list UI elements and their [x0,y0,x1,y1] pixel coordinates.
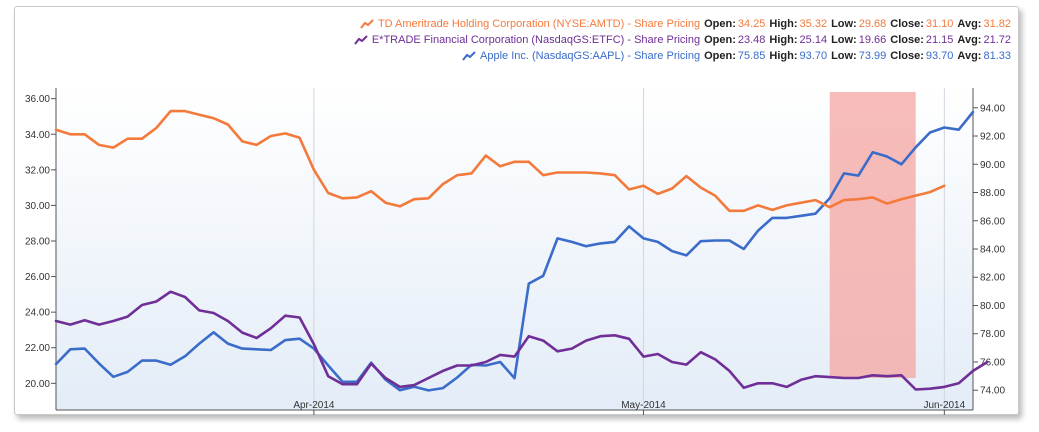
legend-series-name: TD Ameritrade Holding Corporation (NYSE:… [377,18,701,30]
y-left-tick-label: 36.00 [25,94,50,105]
series-line-3 [54,110,975,392]
y-right-tick-label: 88.00 [980,188,1005,199]
y-left-tick-label: 26.00 [25,272,50,283]
y-right-tick-label: 74.00 [980,386,1005,397]
legend-stat-value: 35.32 [799,18,828,30]
y-right-tick-label: 94.00 [980,103,1005,114]
legend-stat-label: High: [769,18,798,30]
legend-line-icon [360,19,374,29]
legend-stat-label: Open: [704,18,736,30]
legend-stat-label: Avg: [957,50,982,62]
y-left-tick-label: 24.00 [25,308,50,319]
y-left-tick-label: 20.00 [25,379,50,390]
highlight-region [829,92,916,378]
legend-stat-label: Low: [831,18,857,30]
legend-stat-value: 23.48 [737,34,766,46]
legend-stat-value: 81.33 [983,50,1011,62]
legend-stat-value: 25.14 [799,34,828,46]
legend-stat-value: 34.25 [737,18,766,30]
y-right-tick-label: 90.00 [980,160,1005,171]
y-right-tick-label: 86.00 [980,216,1005,227]
y-right-tick-label: 80.00 [980,301,1005,312]
legend-stat-label: High: [769,50,798,62]
legend-item[interactable]: TD Ameritrade Holding Corporation (NYSE:… [354,16,1011,32]
legend-stat-label: Low: [831,50,857,62]
legend-stat-value: 75.85 [737,50,766,62]
legend-stat-value: 29.68 [858,18,887,30]
legend-stat-label: Open: [704,50,736,62]
legend-stat-label: Avg: [957,34,982,46]
legend-stat-value: 21.72 [983,34,1011,46]
legend-stat-label: Open: [704,34,736,46]
legend-line-icon [354,35,368,45]
legend-stat-label: Avg: [957,18,982,30]
legend-line-icon [462,51,476,61]
legend-stat-value: 93.70 [799,50,828,62]
legend-stat-label: Close: [890,34,924,46]
series-line-1 [54,109,946,213]
y-right-tick-label: 92.00 [980,132,1005,143]
legend-stat-value: 93.70 [925,50,954,62]
legend-stat-value: 31.82 [983,18,1011,30]
y-left-tick-label: 30.00 [25,201,50,212]
legend-stat-value: 31.10 [925,18,954,30]
legend-series-name: Apple Inc. (NasdaqGS:AAPL) - Share Prici… [480,50,701,62]
y-left-tick-label: 32.00 [25,165,50,176]
y-right-tick-label: 82.00 [980,273,1005,284]
y-right-tick-label: 76.00 [980,357,1005,368]
legend-item[interactable]: E*TRADE Financial Corporation (NasdaqGS:… [354,32,1011,48]
legend-stat-value: 19.66 [858,34,887,46]
y-left-tick-label: 28.00 [25,236,50,247]
legend-series-name: E*TRADE Financial Corporation (NasdaqGS:… [371,34,701,46]
legend-item[interactable]: Apple Inc. (NasdaqGS:AAPL) - Share Prici… [354,48,1011,64]
legend-stat-value: 73.99 [858,50,887,62]
y-right-tick-label: 78.00 [980,329,1005,340]
legend-stat-label: Close: [890,50,924,62]
legend: TD Ameritrade Holding Corporation (NYSE:… [354,16,1011,64]
legend-stat-value: 21.15 [925,34,954,46]
y-left-tick-label: 22.00 [25,343,50,354]
x-tick-label: Apr-2014 [293,400,335,411]
y-right-tick-label: 84.00 [980,245,1005,256]
y-left-tick-label: 34.00 [25,130,50,141]
legend-stat-label: Close: [890,18,924,30]
x-tick-label: May-2014 [621,400,666,411]
legend-stat-label: High: [769,34,798,46]
legend-stat-label: Low: [831,34,857,46]
x-tick-label: Jun-2014 [923,400,965,411]
series-line-2 [54,290,989,391]
